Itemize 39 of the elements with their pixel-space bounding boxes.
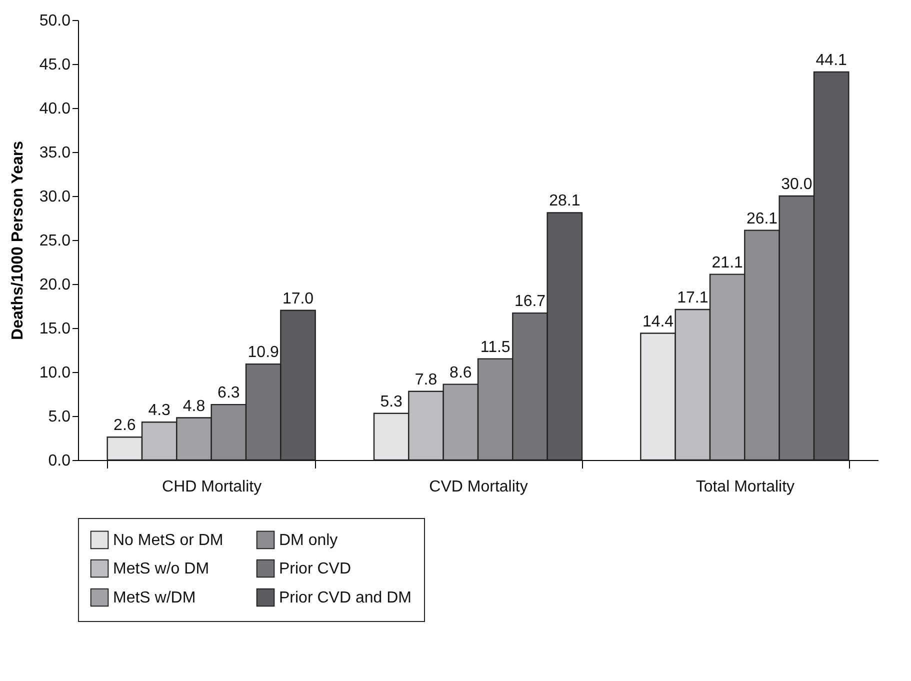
y-tick-label: 0.0 bbox=[48, 452, 71, 470]
y-tick-label: 10.0 bbox=[39, 364, 71, 382]
data-label: 7.8 bbox=[414, 371, 438, 388]
y-tick-label: 45.0 bbox=[39, 56, 71, 74]
data-label: 44.1 bbox=[816, 52, 848, 69]
y-tick-label: 30.0 bbox=[39, 188, 71, 206]
data-label: 30.0 bbox=[781, 176, 812, 193]
y-tick-label: 40.0 bbox=[39, 100, 71, 118]
data-label: 4.8 bbox=[182, 398, 206, 415]
data-label: 5.3 bbox=[380, 393, 403, 410]
y-tick-label: 50.0 bbox=[39, 12, 71, 30]
legend-label: Prior CVD bbox=[279, 560, 352, 578]
legend-label: DM only bbox=[279, 532, 338, 549]
y-tick-label: 25.0 bbox=[39, 232, 71, 250]
legend-label: Prior CVD and DM bbox=[279, 590, 412, 606]
legend-label: No MetS or DM bbox=[113, 532, 224, 549]
y-tick-label: 15.0 bbox=[39, 320, 71, 338]
y-tick-label: 5.0 bbox=[48, 408, 71, 426]
y-tick-label: 35.0 bbox=[39, 144, 71, 162]
data-label: 14.4 bbox=[642, 313, 674, 330]
y-tick-label: 20.0 bbox=[39, 276, 71, 294]
x-tick-label: Total Mortality bbox=[696, 478, 795, 496]
legend-label: MetS w/DM bbox=[113, 590, 196, 606]
data-label: 28.1 bbox=[549, 192, 580, 210]
x-tick-label: CVD Mortality bbox=[429, 478, 528, 496]
data-label: 8.6 bbox=[450, 364, 472, 382]
data-label: 21.1 bbox=[712, 254, 744, 272]
data-label: 6.3 bbox=[218, 384, 240, 402]
data-label: 17.1 bbox=[677, 290, 708, 307]
x-tick-label: CHD Mortality bbox=[162, 478, 262, 496]
data-label: 26.1 bbox=[746, 210, 778, 228]
legend-label: MetS w/o DM bbox=[113, 560, 210, 578]
data-label: 4.3 bbox=[148, 402, 171, 420]
data-label: 16.7 bbox=[514, 293, 546, 310]
data-label: 2.6 bbox=[114, 417, 136, 434]
data-label: 17.0 bbox=[282, 290, 314, 308]
data-label: 10.9 bbox=[248, 344, 280, 362]
y-axis-title: Deaths/1000 Person Years bbox=[9, 140, 26, 340]
data-label: 11.5 bbox=[480, 338, 510, 356]
